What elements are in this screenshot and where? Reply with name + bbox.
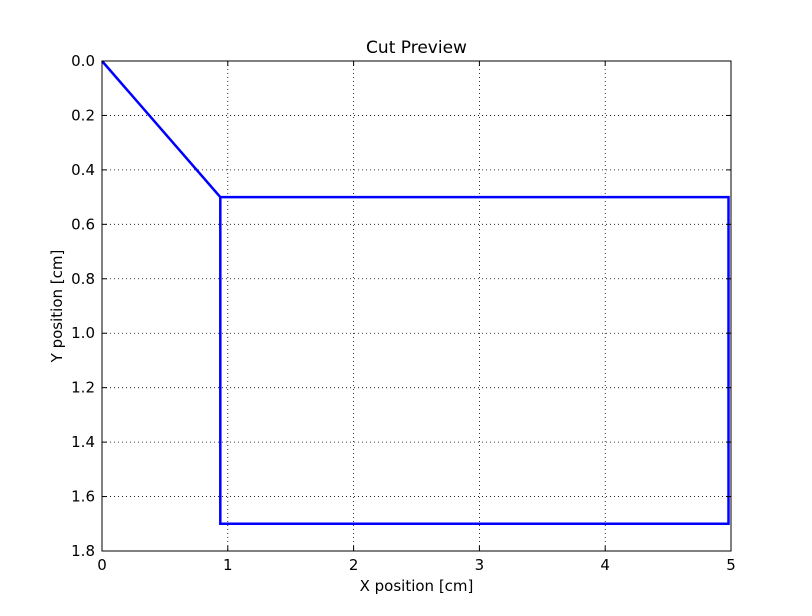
y-tick-label: 1.2 — [71, 379, 95, 397]
y-tick-label: 0.2 — [71, 106, 95, 124]
x-tick-label: 0 — [97, 556, 107, 574]
y-tick-label: 0.6 — [71, 215, 95, 233]
chart-title: Cut Preview — [366, 38, 467, 58]
x-axis-label: X position [cm] — [360, 577, 474, 595]
grid-lines — [102, 61, 731, 551]
y-tick-label: 1.6 — [71, 488, 95, 506]
y-tick-label: 1.8 — [71, 542, 95, 560]
plot-area-frame — [101, 60, 732, 552]
axis-ticks: 0 1 2 3 4 5 0.0 0.2 0.4 0.6 0.8 1.0 1.2 1.4 1.6 1.8 — [71, 52, 736, 574]
y-tick-label: 1.0 — [71, 324, 95, 342]
cut-path-line — [101, 60, 730, 526]
y-tick-label: 0.4 — [71, 161, 95, 179]
x-tick-label: 2 — [349, 556, 359, 574]
x-tick-label: 1 — [223, 556, 233, 574]
y-tick-label: 0.8 — [71, 270, 95, 288]
y-tick-label: 1.4 — [71, 433, 95, 451]
x-tick-label: 4 — [600, 556, 610, 574]
y-tick-label: 0.0 — [71, 52, 95, 70]
x-tick-label: 3 — [475, 556, 485, 574]
series-layer — [101, 60, 730, 526]
x-tick-label: 5 — [726, 556, 736, 574]
y-axis-label: Y position [cm] — [48, 250, 66, 364]
